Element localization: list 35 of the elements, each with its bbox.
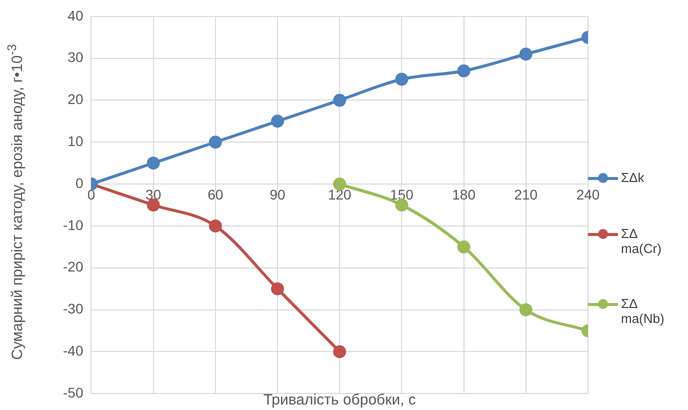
legend-label: ΣΔk [621, 170, 646, 185]
point [519, 48, 532, 61]
point [457, 64, 470, 78]
point [271, 282, 284, 296]
x-tick-label: 60 [208, 186, 224, 202]
y-tick-label: -40 [63, 342, 84, 359]
y-tick-label: 30 [68, 49, 84, 66]
x-tick-label: 120 [328, 186, 352, 202]
point [333, 94, 346, 107]
y-tick-label: -30 [63, 300, 84, 317]
y-tick-label: 10 [68, 132, 84, 149]
point [146, 156, 160, 170]
y-tick-label: -50 [63, 384, 84, 400]
y-tick-label: -10 [63, 216, 84, 233]
x-axis-title: Тривалість обробки, с [263, 392, 416, 409]
point [333, 345, 346, 358]
x-tick-label: 30 [146, 186, 162, 202]
point [271, 114, 284, 128]
x-tick-label: 180 [452, 186, 476, 202]
legend-label: ΣΔ ma(Nb) [621, 296, 666, 326]
point [395, 72, 408, 86]
legend-label: ΣΔ ma(Cr) [621, 226, 662, 256]
point [208, 136, 222, 149]
x-tick-label: 0 [87, 186, 96, 202]
point [457, 240, 470, 254]
x-tick-label: 240 [576, 186, 600, 202]
y-tick-label: 0 [75, 174, 84, 191]
x-tick-label: 210 [514, 186, 538, 202]
point [519, 303, 532, 316]
x-tick-label: 90 [270, 186, 286, 202]
y-tick-label: 40 [68, 7, 84, 24]
x-tick-label: 150 [390, 186, 414, 202]
point [208, 219, 222, 232]
y-tick-label: -20 [63, 258, 84, 275]
y-tick-label: 20 [68, 91, 84, 108]
